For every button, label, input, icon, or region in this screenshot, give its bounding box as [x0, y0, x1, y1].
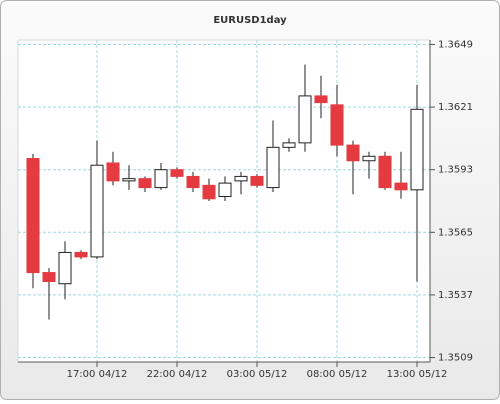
candle-body — [394, 182, 408, 191]
candle-body — [330, 104, 344, 146]
candle-body — [42, 272, 56, 282]
candle-body — [154, 169, 168, 189]
y-tick-label: 1.3649 — [438, 39, 473, 50]
x-tick-label: 13:00 05/12 — [387, 369, 448, 380]
candle-body — [234, 175, 248, 182]
candle-body — [90, 164, 104, 258]
candle-body — [122, 178, 136, 182]
y-tick-label: 1.3537 — [438, 290, 473, 301]
candle-body — [186, 175, 200, 189]
candle-body — [138, 178, 152, 189]
plot-area — [17, 39, 431, 363]
x-tick-label: 03:00 05/12 — [227, 369, 288, 380]
x-tick-label: 08:00 05/12 — [307, 369, 368, 380]
y-tick-label: 1.3509 — [438, 353, 473, 364]
candle-body — [314, 95, 328, 104]
candle-body — [282, 142, 296, 148]
candle-body — [170, 169, 184, 177]
candle-body — [410, 108, 424, 191]
x-tick-label: 22:00 04/12 — [147, 369, 208, 380]
candle-body — [250, 175, 264, 186]
y-tick-label: 1.3565 — [438, 227, 473, 238]
candle-body — [106, 162, 120, 182]
candle-body — [218, 182, 232, 198]
candle-body — [74, 251, 88, 258]
chart-title: EURUSD1day — [213, 15, 287, 26]
candle-body — [346, 144, 360, 162]
candle-body — [298, 95, 312, 144]
candle-body — [266, 146, 280, 189]
y-tick-label: 1.3593 — [438, 165, 473, 176]
candle-body — [58, 251, 72, 285]
y-tick-label: 1.3621 — [438, 102, 473, 113]
x-tick-label: 17:00 04/12 — [67, 369, 128, 380]
candle-body — [26, 158, 40, 274]
candle-body — [202, 184, 216, 200]
candle-body — [378, 155, 392, 189]
candle-body — [362, 155, 376, 162]
